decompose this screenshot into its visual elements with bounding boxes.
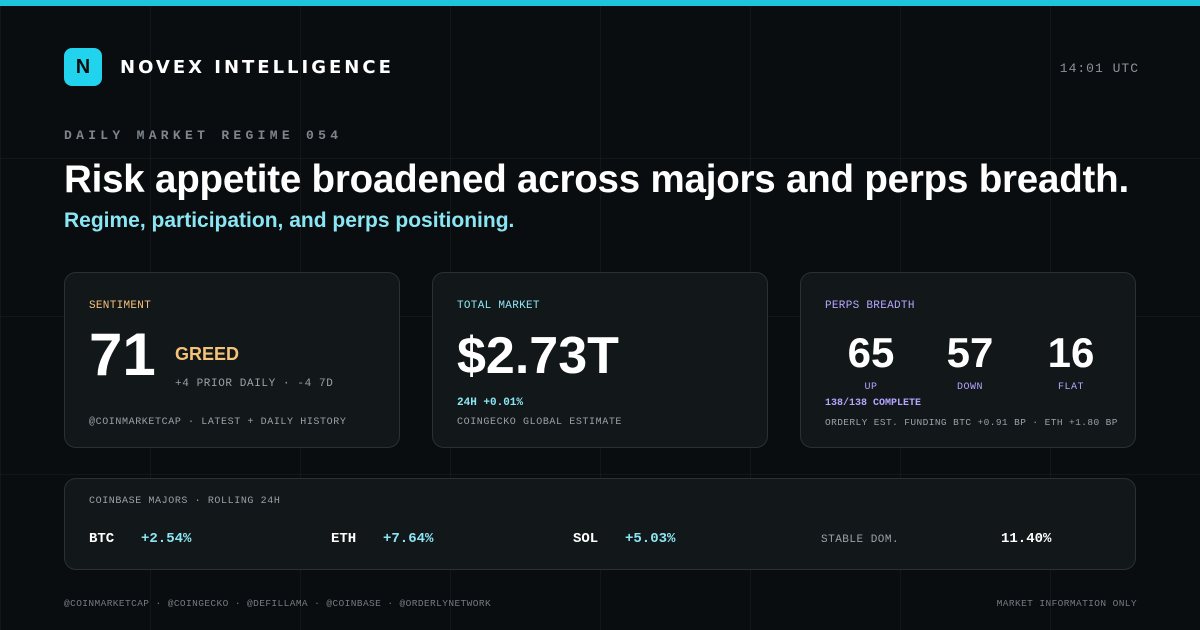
majors-label: COINBASE MAJORS · ROLLING 24H xyxy=(89,496,281,507)
majors-card: COINBASE MAJORS · ROLLING 24H BTC +2.54%… xyxy=(64,478,1136,570)
btc-symbol: BTC xyxy=(89,531,115,547)
clock: 14:01 UTC xyxy=(1059,61,1139,76)
perps-up-value: 65 xyxy=(847,329,895,376)
perps-flat-value: 16 xyxy=(1047,329,1095,376)
sentiment-card: SENTIMENT 71 GREED +4 PRIOR DAILY · -4 7… xyxy=(64,272,400,448)
total-market-card: TOTAL MARKET $2.73T 24H +0.01% COINGECKO… xyxy=(432,272,768,448)
perps-breadth-card: PERPS BREADTH 65 UP 57 DOWN 16 FLAT 138/… xyxy=(800,272,1136,448)
stable-dominance-label: STABLE DOM. xyxy=(821,534,900,546)
total-market-label: TOTAL MARKET xyxy=(457,300,540,312)
brand-name: NOVEX INTELLIGENCE xyxy=(120,56,394,78)
kicker: DAILY MARKET REGIME 054 xyxy=(64,128,343,143)
footer-disclaimer: MARKET INFORMATION ONLY xyxy=(996,598,1137,609)
perps-down-value: 57 xyxy=(946,329,994,376)
eth-change: +7.64% xyxy=(383,531,434,547)
eth-symbol: ETH xyxy=(331,531,357,547)
btc-change: +2.54% xyxy=(141,531,192,547)
perps-funding: ORDERLY EST. FUNDING BTC +0.91 BP · ETH … xyxy=(825,417,1118,428)
stable-dominance-value: 11.40% xyxy=(1001,531,1052,547)
total-market-source: COINGECKO GLOBAL ESTIMATE xyxy=(457,417,623,428)
perps-up: 65 UP xyxy=(821,329,921,393)
perps-breadth-label: PERPS BREADTH xyxy=(825,300,915,312)
sentiment-value: 71 xyxy=(89,321,156,388)
total-market-value: $2.73T xyxy=(457,327,619,385)
sol-symbol: SOL xyxy=(573,531,599,547)
perps-down: 57 DOWN xyxy=(920,329,1020,393)
sentiment-state: GREED xyxy=(175,344,240,364)
brand: N NOVEX INTELLIGENCE xyxy=(64,48,394,86)
sentiment-delta: +4 PRIOR DAILY · -4 7D xyxy=(175,378,334,390)
subhead: Regime, participation, and perps positio… xyxy=(64,209,515,232)
perps-down-label: DOWN xyxy=(956,382,983,393)
total-market-change: 24H +0.01% xyxy=(457,397,524,409)
perps-complete: 138/138 COMPLETE xyxy=(825,398,922,409)
sentiment-source: @COINMARKETCAP · LATEST + DAILY HISTORY xyxy=(89,417,347,428)
sol-change: +5.03% xyxy=(625,531,676,547)
perps-flat: 16 FLAT xyxy=(1021,329,1121,393)
sentiment-label: SENTIMENT xyxy=(89,300,152,312)
headline: Risk appetite broadened across majors an… xyxy=(64,158,1129,201)
top-accent-bar xyxy=(0,0,1200,6)
footer-sources: @COINMARKETCAP · @COINGECKO · @DEFILLAMA… xyxy=(64,598,492,609)
perps-flat-label: FLAT xyxy=(1057,382,1084,393)
brand-logo-icon: N xyxy=(64,48,102,86)
perps-up-label: UP xyxy=(864,382,878,393)
